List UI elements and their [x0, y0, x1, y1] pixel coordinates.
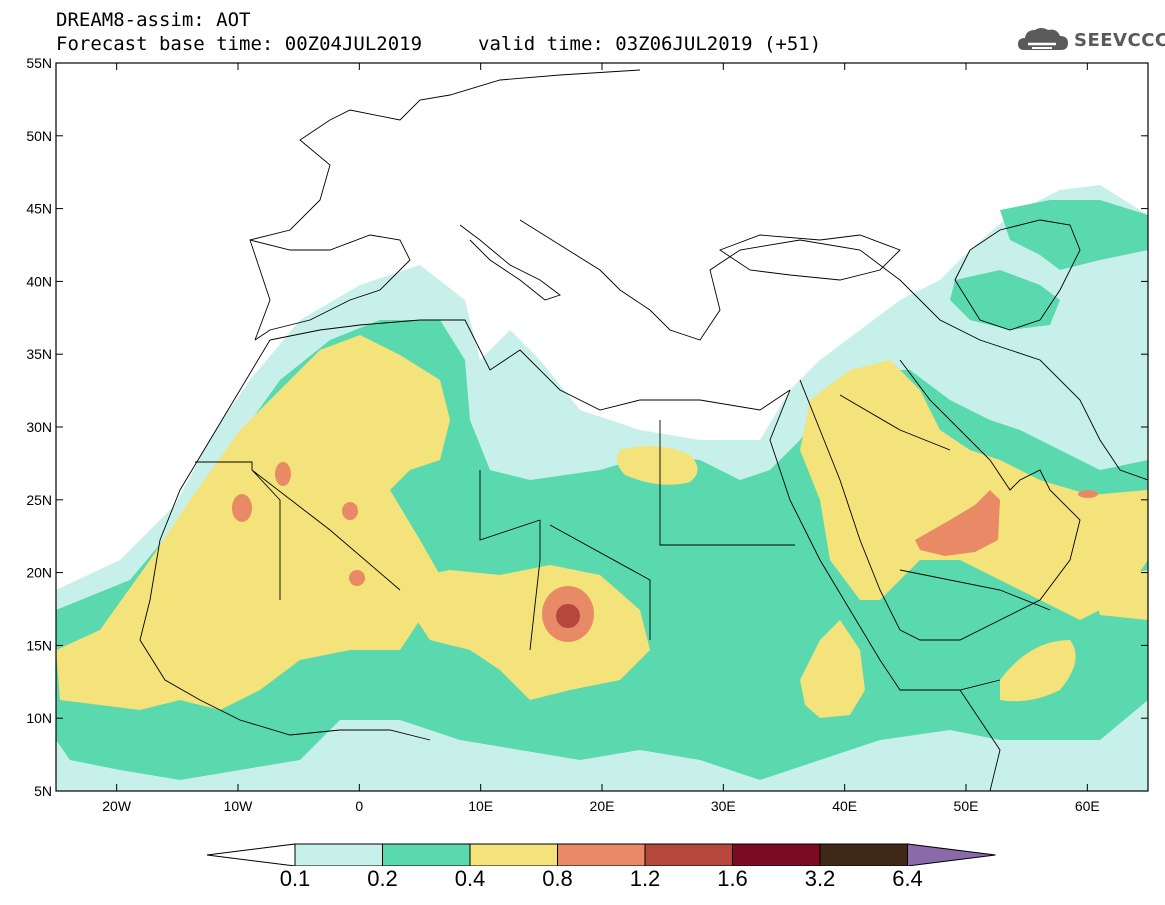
aot-band-0.2-east — [950, 270, 1060, 330]
valid-time: valid time: 03Z06JUL2019 (+51) — [478, 33, 822, 55]
coastline-iberia — [249, 234, 411, 341]
lon-label: 40E — [832, 798, 857, 814]
aot-band-0.4-east-edge — [1090, 570, 1148, 620]
forecast-base-time: Forecast base time: 00Z04JUL2019 — [56, 33, 423, 55]
aot-map: 55N 50N 45N 40N 35N 30N 25N 20N 15N 10N 5N 20W 10W 0… — [26, 55, 1149, 866]
aot-band-0.8-spot5 — [1078, 490, 1098, 498]
colorbar-level-label: 0.4 — [454, 866, 486, 891]
colorbar-swatch — [732, 843, 821, 866]
lon-label: 10W — [224, 798, 254, 814]
lat-label: 35N — [26, 346, 52, 362]
lon-label: 30E — [711, 798, 736, 814]
coastline-red-sea — [769, 389, 1001, 691]
colorbar-level-label: 6.4 — [892, 866, 923, 891]
coastline-gulf — [899, 359, 1081, 641]
colorbar-level-label: 1.2 — [629, 866, 661, 891]
latitude-axis: 55N 50N 45N 40N 35N 30N 25N 20N 15N 10N 5N — [26, 55, 1148, 799]
colorbar-swatch — [819, 843, 908, 866]
lat-label: 45N — [26, 201, 52, 217]
map-title: DREAM8-assim: AOT — [56, 9, 251, 31]
aot-band-0.8-spot3 — [342, 502, 358, 520]
colorbar-swatch — [294, 843, 383, 866]
aot-shading — [56, 185, 1148, 791]
aot-band-0.4-ethiopia — [800, 620, 865, 718]
colorbar-level-label: 0.1 — [279, 866, 311, 891]
colorbar-swatch — [644, 843, 733, 866]
aot-band-0.1-cap — [930, 290, 1148, 470]
lat-label: 5N — [34, 783, 52, 799]
aot-band-1.2-chad — [556, 604, 580, 628]
colorbar-level-label: 0.8 — [542, 866, 573, 891]
coastline-balkans — [519, 219, 901, 341]
colorbar-swatch — [469, 843, 558, 866]
lat-label: 55N — [26, 55, 52, 71]
colorbar-over-arrow — [907, 843, 996, 866]
aot-band-0.4-libya — [616, 446, 698, 485]
border-lines — [195, 394, 1051, 651]
colorbar-labels: 0.1 0.2 0.4 0.8 1.2 1.6 3.2 6.4 — [0, 866, 1165, 896]
colorbar-level-label: 0.2 — [367, 866, 398, 891]
lat-label: 10N — [26, 710, 52, 726]
aot-band-0.4-arabia — [800, 360, 1148, 620]
coastline-caspian — [954, 219, 1081, 331]
colorbar-under-arrow — [206, 843, 296, 866]
coastline-east-africa — [959, 689, 1001, 791]
aot-band-0.4-arabian-sea — [1000, 640, 1076, 702]
coastlines-and-borders — [139, 69, 1148, 791]
lat-label: 40N — [26, 273, 52, 289]
cloud-icon — [1018, 28, 1068, 50]
lat-label: 25N — [26, 492, 52, 508]
coastline-europe — [249, 69, 641, 341]
colorbar-level-label: 3.2 — [804, 866, 836, 891]
coastline-north-africa — [269, 319, 791, 411]
lon-label: 0 — [355, 798, 363, 814]
lon-label: 50E — [954, 798, 979, 814]
coastline-west-africa — [139, 339, 431, 741]
longitude-axis: 20W 10W 0 10E 20E 30E 40E 50E 60E — [102, 63, 1100, 814]
colorbar — [206, 843, 996, 866]
coastline-black-sea — [719, 234, 901, 281]
aot-band-0.8-spot1 — [232, 494, 252, 522]
lat-label: 20N — [26, 565, 52, 581]
aot-band-0.8-arabia — [915, 490, 1000, 556]
lat-label: 15N — [26, 637, 52, 653]
aot-band-0.4-west — [56, 335, 450, 710]
colorbar-level-label: 1.6 — [717, 866, 748, 891]
lat-label: 50N — [26, 128, 52, 144]
colorbar-swatch — [382, 843, 471, 866]
lon-label: 60E — [1075, 798, 1100, 814]
lon-label: 10E — [468, 798, 493, 814]
colorbar-swatch — [557, 843, 646, 866]
seevccc-logo: SEEVCCC — [1016, 22, 1165, 58]
coastline-arabia-west — [799, 379, 901, 631]
lon-label: 20E — [590, 798, 615, 814]
aot-band-0.8-spot4 — [349, 570, 365, 586]
coastline-italy — [459, 224, 561, 301]
lat-label: 30N — [26, 419, 52, 435]
coastline-iran — [899, 279, 1148, 481]
logo-text: SEEVCCC — [1074, 30, 1165, 51]
lon-label: 20W — [102, 798, 132, 814]
aot-band-0.8-spot2 — [275, 462, 291, 486]
